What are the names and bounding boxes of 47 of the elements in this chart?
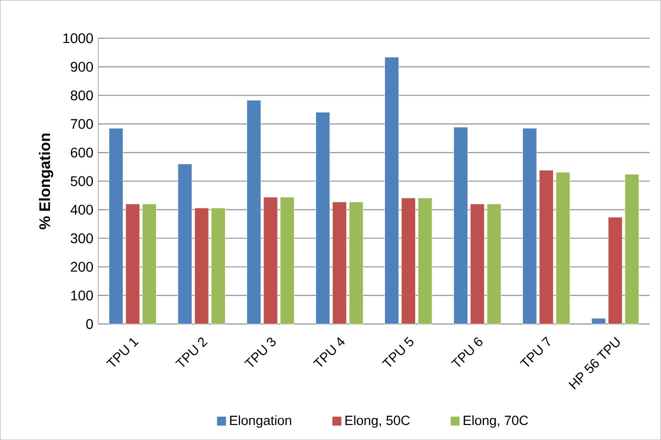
y-tick-label: 700 [70, 118, 93, 129]
bar [178, 164, 192, 324]
bar [522, 128, 537, 324]
x-tick-label: TPU 4 [313, 337, 345, 367]
bar [539, 170, 554, 324]
x-tick-label: TPU 1 [106, 338, 139, 367]
x-tick-label: HP 56 TPU [568, 336, 620, 390]
y-tick-label: 100 [71, 290, 93, 300]
bar [194, 208, 209, 324]
y-tick-label: 900 [70, 62, 93, 72]
x-tick-label: TPU 7 [520, 336, 550, 367]
y-tick-label: 1000 [63, 33, 93, 44]
legend-label: Elong, 50C [345, 415, 410, 428]
legend-label: Elong, 70C [464, 415, 528, 428]
bar [108, 128, 124, 324]
bar [454, 126, 468, 324]
bar [556, 172, 570, 324]
bar [125, 204, 140, 324]
bar [332, 202, 347, 324]
y-axis-title: % Elongation [38, 133, 54, 230]
bar [591, 318, 606, 324]
bar [384, 56, 399, 324]
bar [211, 208, 226, 324]
x-tick-label: TPU 6 [450, 337, 482, 367]
bar [316, 112, 330, 324]
y-tick-label: 600 [70, 148, 93, 158]
bar [263, 196, 278, 324]
bar [280, 196, 294, 324]
bar [348, 202, 364, 324]
x-tick-label: TPU 5 [382, 336, 414, 367]
x-tick-label: TPU 2 [175, 337, 208, 367]
bar [486, 204, 502, 324]
bar [608, 216, 622, 324]
bar [624, 174, 640, 324]
legend-label: Elongation [230, 415, 292, 428]
y-tick-label: 500 [70, 176, 93, 186]
y-tick-label: 300 [70, 233, 93, 244]
bar [470, 204, 485, 324]
y-tick-label: 200 [70, 262, 93, 272]
x-tick-label: TPU 3 [244, 337, 276, 367]
bar [418, 198, 432, 324]
bar [142, 204, 157, 324]
y-tick-label: 400 [70, 204, 93, 215]
y-tick-label: 0 [86, 318, 93, 329]
bar [401, 198, 416, 324]
bar [246, 100, 262, 324]
y-tick-label: 800 [70, 90, 93, 100]
